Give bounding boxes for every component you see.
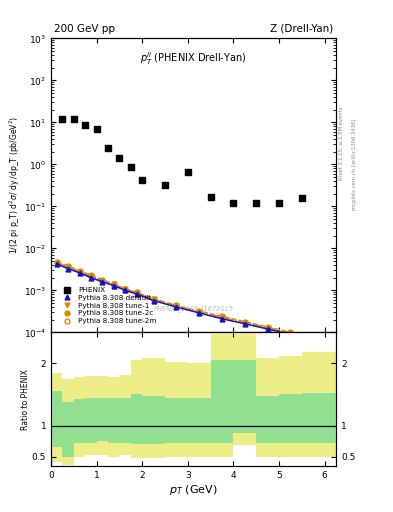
Pythia 8.308 tune-2m	[311, 335, 316, 341]
Pythia 8.308 default	[100, 279, 105, 285]
Pythia 8.308 tune-2m	[220, 314, 224, 320]
PHENIX	[94, 125, 100, 133]
Pythia 8.308 default	[77, 270, 82, 276]
Pythia 8.308 tune-2c	[288, 329, 293, 335]
Pythia 8.308 tune-2c	[54, 259, 59, 265]
Pythia 8.308 tune-2m	[54, 260, 59, 266]
Pythia 8.308 tune-1	[66, 264, 71, 270]
Pythia 8.308 tune-2c	[112, 281, 116, 287]
Y-axis label: Ratio to PHENIX: Ratio to PHENIX	[22, 369, 31, 430]
Pythia 8.308 tune-1	[242, 319, 247, 326]
Pythia 8.308 tune-2c	[265, 324, 270, 330]
Pythia 8.308 default	[134, 291, 139, 297]
Pythia 8.308 default	[197, 310, 202, 316]
Pythia 8.308 tune-1	[89, 273, 94, 279]
Pythia 8.308 tune-2m	[242, 319, 247, 326]
Pythia 8.308 tune-2m	[288, 330, 293, 336]
Pythia 8.308 default	[66, 266, 71, 272]
Pythia 8.308 default	[151, 297, 156, 304]
Pythia 8.308 tune-2m	[197, 309, 202, 315]
PHENIX	[116, 154, 123, 162]
Pythia 8.308 tune-1	[123, 286, 127, 292]
Pythia 8.308 tune-1	[54, 260, 59, 266]
Pythia 8.308 tune-2c	[197, 308, 202, 314]
Pythia 8.308 tune-2c	[100, 276, 105, 283]
PHENIX	[230, 199, 237, 207]
Pythia 8.308 tune-1	[100, 278, 105, 284]
Pythia 8.308 tune-1	[134, 290, 139, 296]
Pythia 8.308 tune-1	[77, 268, 82, 274]
Text: Z (Drell-Yan): Z (Drell-Yan)	[270, 24, 333, 34]
Line: Pythia 8.308 default: Pythia 8.308 default	[54, 262, 316, 342]
Line: Pythia 8.308 tune-2c: Pythia 8.308 tune-2c	[54, 259, 316, 339]
Pythia 8.308 tune-2c	[123, 286, 127, 292]
Pythia 8.308 default	[220, 316, 224, 322]
Text: Rivet 3.1.10, ≥ 1.9M events: Rivet 3.1.10, ≥ 1.9M events	[339, 106, 344, 180]
Pythia 8.308 default	[174, 304, 179, 310]
Pythia 8.308 tune-2m	[100, 278, 105, 284]
Text: mcplots.cern.ch [arXiv:1306.3436]: mcplots.cern.ch [arXiv:1306.3436]	[352, 118, 357, 209]
Pythia 8.308 tune-1	[220, 314, 224, 320]
Pythia 8.308 tune-2m	[112, 283, 116, 289]
Pythia 8.308 tune-1	[311, 335, 316, 341]
Pythia 8.308 default	[112, 283, 116, 289]
PHENIX	[299, 194, 305, 202]
Line: Pythia 8.308 tune-1: Pythia 8.308 tune-1	[54, 261, 316, 340]
Pythia 8.308 tune-2c	[220, 313, 224, 319]
Pythia 8.308 default	[311, 336, 316, 343]
PHENIX	[105, 143, 111, 152]
Pythia 8.308 tune-2c	[134, 289, 139, 295]
PHENIX	[139, 176, 145, 184]
Pythia 8.308 tune-2c	[311, 334, 316, 340]
Pythia 8.308 tune-2c	[66, 263, 71, 269]
Pythia 8.308 default	[265, 326, 270, 332]
Pythia 8.308 tune-2m	[89, 273, 94, 279]
Pythia 8.308 tune-2c	[151, 296, 156, 302]
Pythia 8.308 default	[123, 287, 127, 293]
Pythia 8.308 tune-2c	[174, 302, 179, 308]
Pythia 8.308 tune-2m	[77, 268, 82, 274]
Pythia 8.308 tune-2m	[174, 303, 179, 309]
PHENIX	[59, 115, 66, 123]
Pythia 8.308 default	[54, 261, 59, 267]
Text: PHENIX_2019_I1672015: PHENIX_2019_I1672015	[154, 305, 233, 312]
Y-axis label: 1/(2 pi p_T) d$^2\sigma$/ dy /dp_T (pb/GeV$^2$): 1/(2 pi p_T) d$^2\sigma$/ dy /dp_T (pb/G…	[8, 116, 22, 254]
PHENIX	[208, 193, 214, 201]
PHENIX	[128, 163, 134, 172]
Pythia 8.308 tune-1	[174, 303, 179, 309]
Legend: PHENIX, Pythia 8.308 default, Pythia 8.308 tune-1, Pythia 8.308 tune-2c, Pythia : PHENIX, Pythia 8.308 default, Pythia 8.3…	[57, 285, 158, 326]
Pythia 8.308 default	[242, 321, 247, 327]
Pythia 8.308 tune-2m	[265, 325, 270, 331]
Pythia 8.308 default	[89, 274, 94, 281]
Text: $p_T^{ll}$ (PHENIX Drell-Yan): $p_T^{ll}$ (PHENIX Drell-Yan)	[140, 50, 247, 67]
Pythia 8.308 tune-1	[197, 309, 202, 315]
Pythia 8.308 tune-2m	[134, 290, 139, 296]
PHENIX	[162, 181, 168, 189]
Pythia 8.308 tune-2m	[151, 297, 156, 303]
PHENIX	[82, 121, 88, 130]
Pythia 8.308 tune-2m	[123, 287, 127, 293]
Pythia 8.308 default	[288, 331, 293, 337]
PHENIX	[185, 168, 191, 176]
Line: Pythia 8.308 tune-2m: Pythia 8.308 tune-2m	[54, 260, 316, 340]
PHENIX	[253, 199, 259, 207]
Pythia 8.308 tune-2c	[89, 272, 94, 278]
PHENIX	[276, 199, 282, 207]
X-axis label: $p_T$ (GeV): $p_T$ (GeV)	[169, 482, 218, 497]
Pythia 8.308 tune-2m	[66, 264, 71, 270]
Text: 200 GeV pp: 200 GeV pp	[54, 24, 115, 34]
Pythia 8.308 tune-1	[151, 296, 156, 303]
Pythia 8.308 tune-1	[288, 330, 293, 336]
Pythia 8.308 tune-2c	[77, 268, 82, 274]
Pythia 8.308 tune-1	[112, 281, 116, 287]
PHENIX	[71, 115, 77, 123]
Pythia 8.308 tune-1	[265, 325, 270, 331]
Pythia 8.308 tune-2c	[242, 318, 247, 325]
